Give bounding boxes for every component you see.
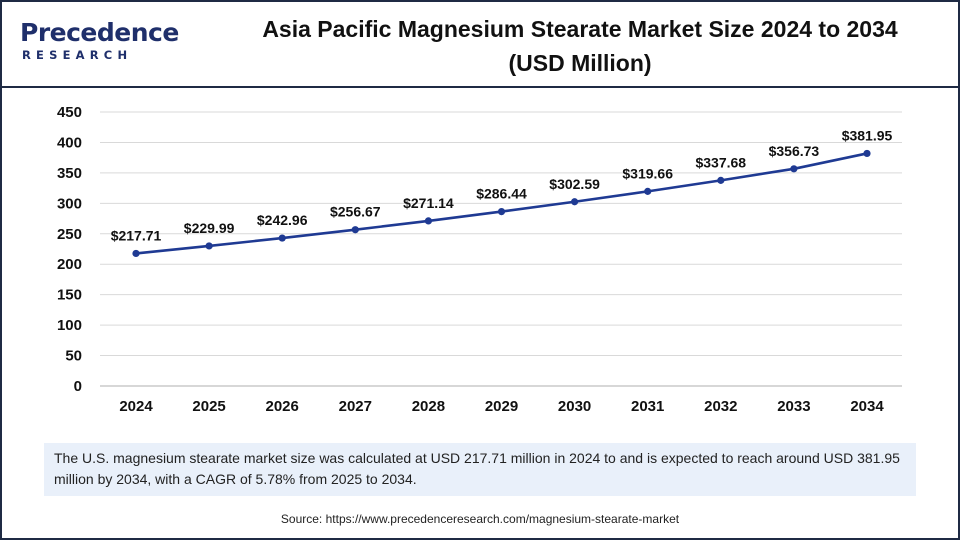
chart-title-line-1: Asia Pacific Magnesium Stearate Market S… [262, 16, 898, 42]
y-tick-label: 150 [57, 287, 82, 304]
x-tick-label: 2028 [412, 398, 445, 415]
x-tick-label: 2026 [266, 398, 299, 415]
x-tick-label: 2027 [339, 398, 372, 415]
x-tick-label: 2031 [631, 398, 664, 415]
source-citation: Source: https://www.precedenceresearch.c… [280, 512, 680, 526]
data-label: $271.14 [403, 195, 454, 211]
precedence-research-logo: Precedence RESEARCH [16, 14, 179, 66]
y-tick-label: 200 [57, 256, 82, 273]
data-label: $319.66 [622, 165, 673, 181]
x-tick-label: 2034 [850, 398, 884, 415]
data-point [571, 198, 579, 206]
data-label: $229.99 [184, 220, 235, 236]
chart-title-line-2: (USD Million) [508, 50, 652, 76]
data-label: $381.95 [842, 127, 893, 143]
data-point [424, 217, 432, 225]
data-label: $217.71 [111, 227, 162, 243]
chart-title: Asia Pacific Magnesium Stearate Market S… [200, 12, 960, 80]
header-divider [0, 86, 960, 88]
x-tick-label: 2024 [119, 398, 153, 415]
y-tick-label: 100 [57, 317, 82, 334]
data-label: $337.68 [695, 154, 746, 170]
y-tick-label: 50 [65, 348, 82, 365]
data-point [351, 226, 359, 234]
y-tick-label: 0 [74, 378, 82, 395]
x-tick-label: 2033 [777, 398, 810, 415]
data-point [205, 242, 213, 250]
data-label: $302.59 [549, 176, 600, 192]
x-tick-label: 2029 [485, 398, 518, 415]
y-tick-label: 300 [57, 195, 82, 212]
data-point [132, 249, 140, 258]
x-tick-label: 2025 [192, 398, 225, 415]
data-label: $286.44 [476, 186, 527, 202]
data-point [644, 187, 652, 195]
x-tick-label: 2032 [704, 398, 737, 415]
y-tick-label: 350 [57, 165, 82, 182]
data-point [717, 176, 725, 184]
logo-wordmark: Precedence [20, 18, 179, 47]
data-label: $256.67 [330, 204, 381, 220]
data-point [497, 207, 506, 216]
logo-subtitle: RESEARCH [22, 48, 133, 62]
data-point [790, 165, 798, 173]
x-tick-label: 2030 [558, 398, 591, 415]
summary-note: The U.S. magnesium stearate market size … [44, 443, 916, 496]
y-tick-label: 250 [57, 226, 82, 243]
data-label: $356.73 [769, 143, 820, 159]
y-tick-label: 450 [57, 104, 82, 121]
y-tick-label: 400 [57, 134, 82, 151]
data-point [278, 234, 286, 242]
data-label: $242.96 [257, 212, 308, 228]
line-chart: 0 50 100 150 200 250 300 350 400 450 2024 2025 2026 2… [57, 104, 902, 415]
data-point [863, 149, 871, 158]
